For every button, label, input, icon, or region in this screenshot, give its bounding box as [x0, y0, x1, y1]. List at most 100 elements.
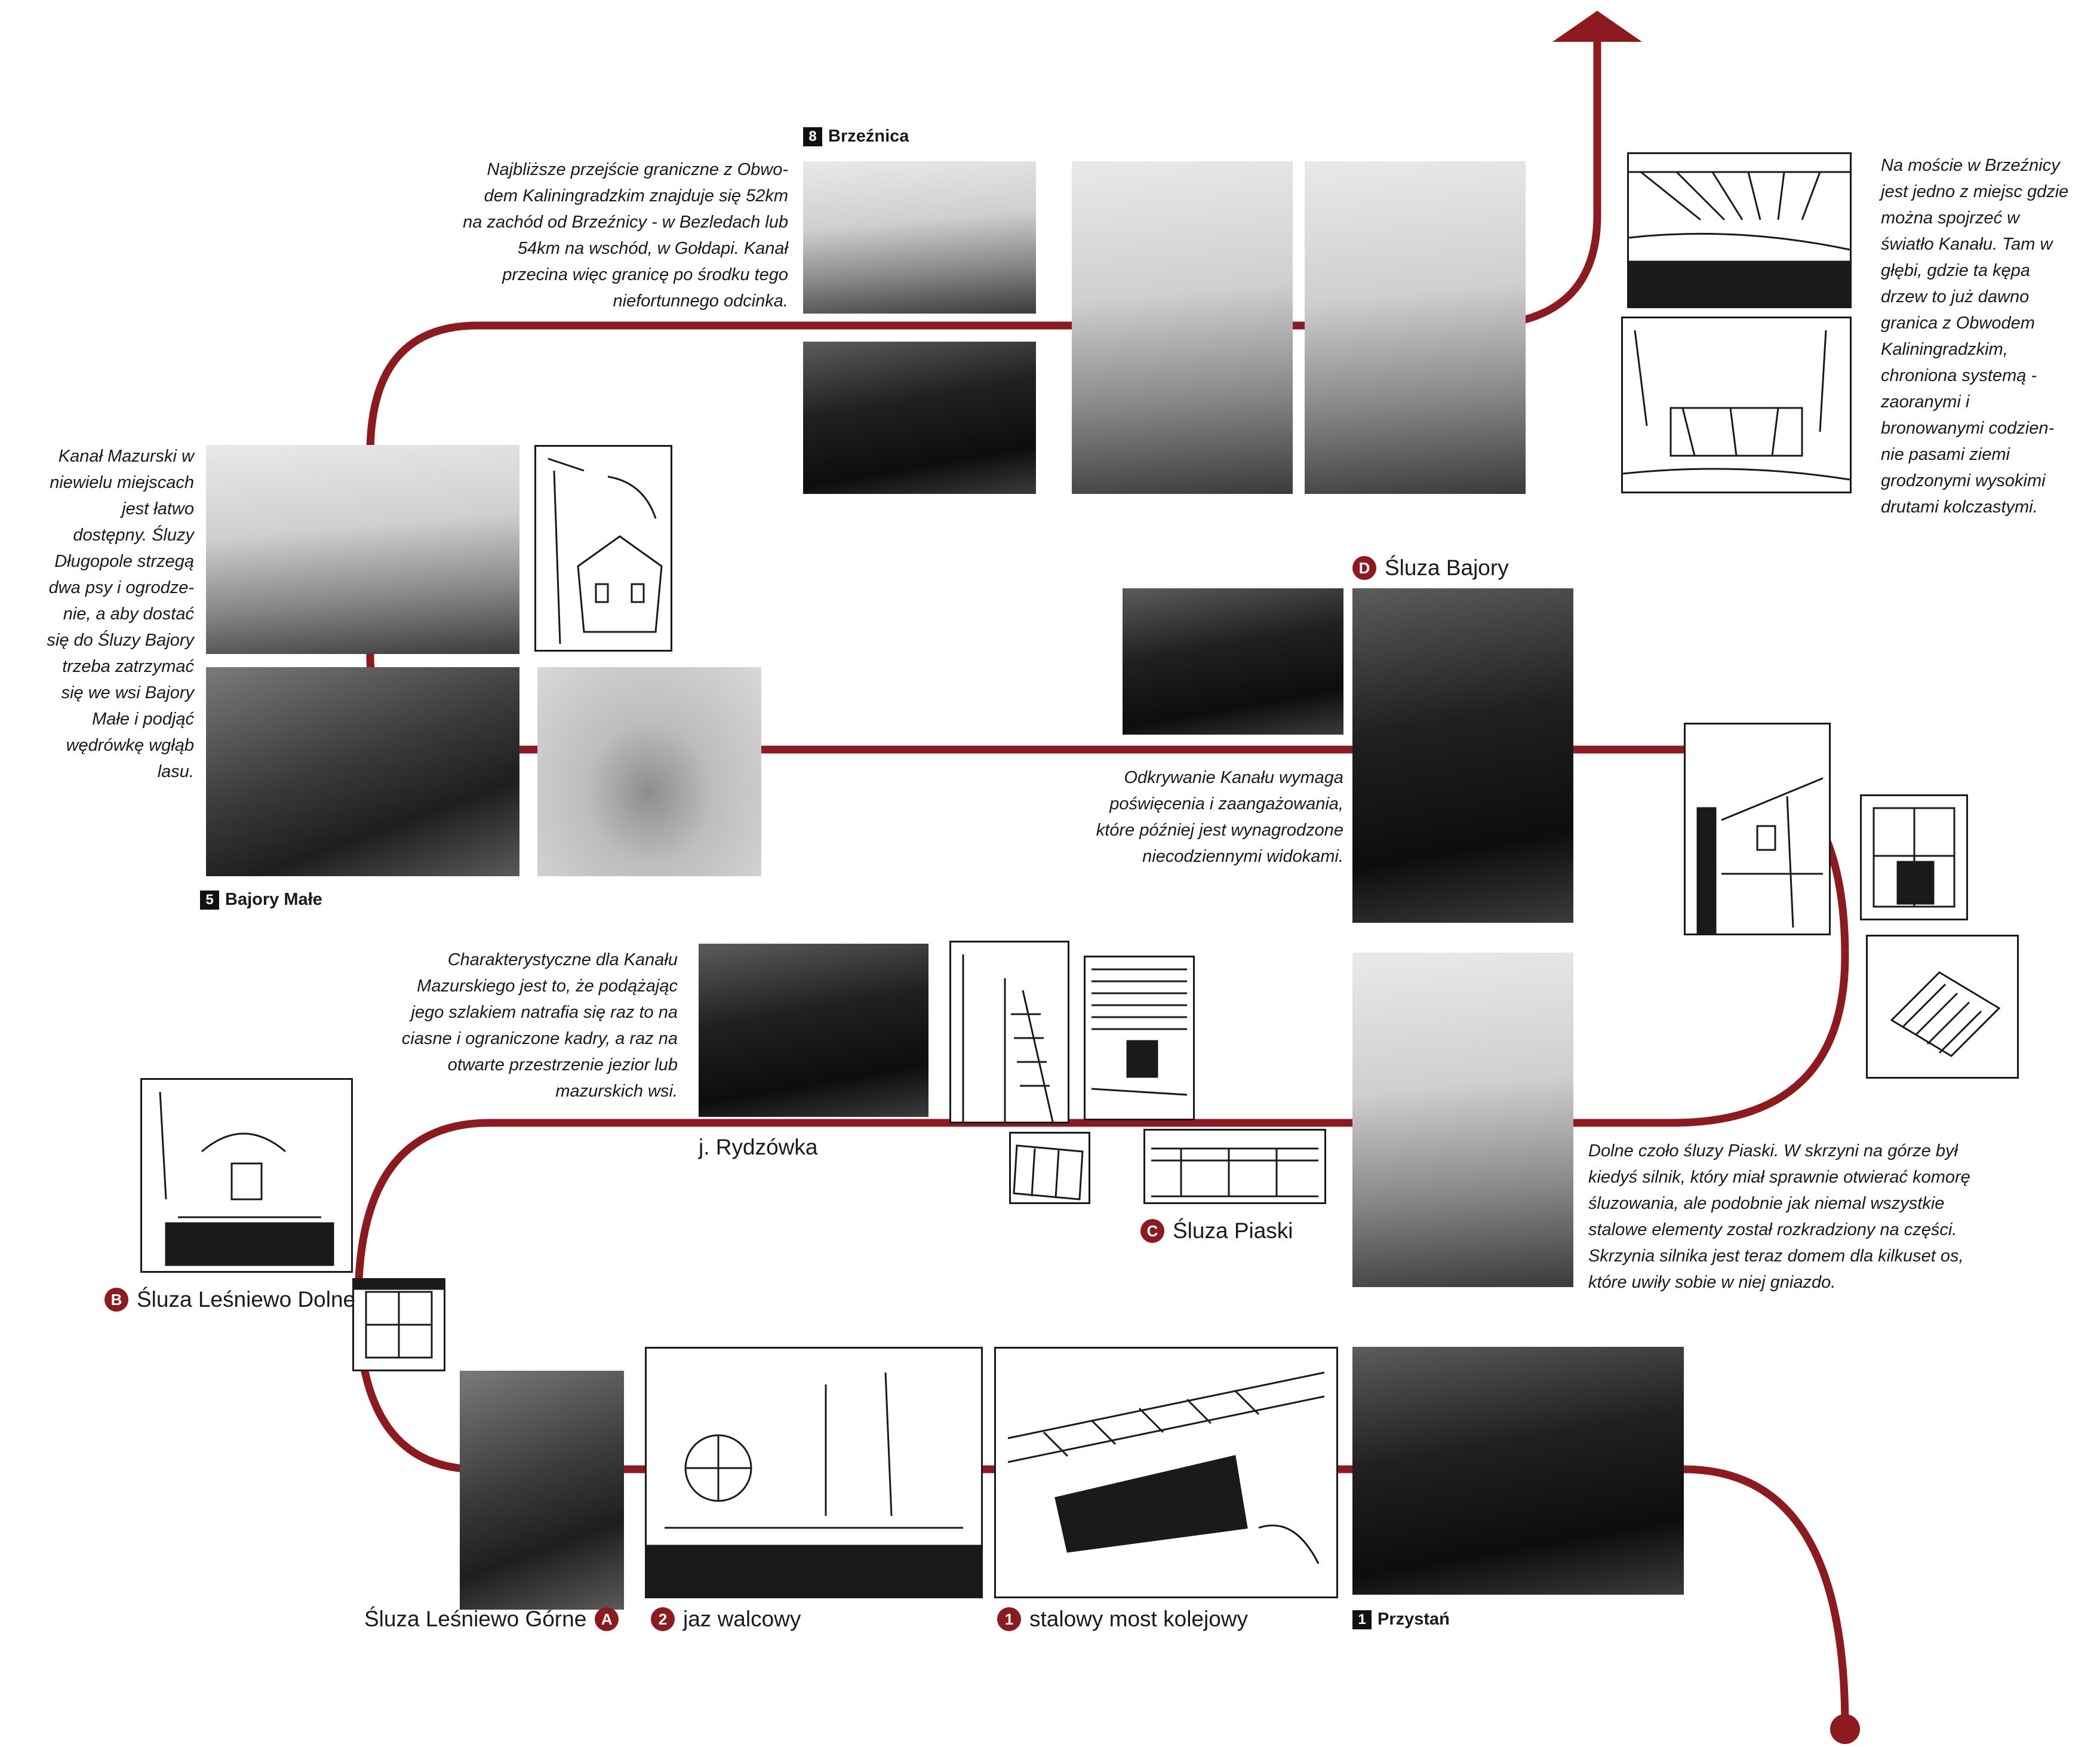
house-sketch — [534, 445, 672, 652]
caption-line: chroniona systemą - — [1881, 366, 2037, 385]
caption-line: niecodziennymi widokami. — [1142, 847, 1343, 866]
lesniewo-gorne-text: Śluza Leśniewo Górne — [364, 1607, 587, 1631]
caption-line: śluzowania, ale podobnie jak niemal wszy… — [1588, 1194, 1945, 1213]
caption-line: zaoranymi i — [1881, 392, 1970, 412]
przystan-boathouse-photo — [1352, 1347, 1684, 1595]
caption-line: przecina więc granicę po środku tego — [502, 265, 788, 284]
label-brzeznica: 8 Brzeźnica — [803, 127, 909, 146]
caption-line: które uwiły sobie w niej gniazdo. — [1588, 1273, 1836, 1292]
route-end-dot — [1830, 1714, 1860, 1744]
caption-line: które później jest wynagrodzone — [1096, 821, 1343, 840]
caption-line: jego szlakiem natrafia się raz to na — [411, 1003, 678, 1022]
caption-line: Długopole strzegą — [54, 552, 194, 571]
caption-line: jest jedno z miejsc gdzie — [1881, 182, 2069, 201]
caption-line: trzeba zatrzymać — [62, 657, 194, 676]
caption-piaski-czolo: Dolne czoło śluzy Piaski. W skrzyni na g… — [1588, 1138, 2042, 1295]
route-arrow-head — [1552, 11, 1642, 42]
canal-fence-photo — [206, 445, 519, 654]
caption-border-crossing: Najbliższe przejście graniczne z Obwo- d… — [418, 156, 788, 314]
label-rydzowka: j. Rydzówka — [699, 1135, 817, 1160]
caption-line: granica z Obwodem — [1881, 314, 2035, 333]
caption-line: wędrówkę wgłąb — [66, 736, 194, 755]
caption-odkrywanie: Odkrywanie Kanału wymaga poświęcenia i z… — [1027, 764, 1343, 870]
label-przystan: 1 Przystań — [1352, 1610, 1450, 1629]
caption-kanal-mazurski: Kanał Mazurski w niewielu miejscach jest… — [12, 443, 194, 785]
bridge-border-sketch — [1621, 317, 1852, 493]
caption-line: Odkrywanie Kanału wymaga — [1124, 768, 1343, 787]
piaski-wall-sketch — [1684, 723, 1831, 935]
caption-line: można spojrzeć w — [1881, 208, 2020, 228]
sluza-bajory-photo — [1352, 588, 1573, 923]
bajory-male-text: Bajory Małe — [225, 890, 322, 909]
caption-most-brzeznica: Na moście w Brzeźnicy jest jedno z miejs… — [1881, 152, 2096, 520]
caption-line: Kaliningradzkim, — [1881, 340, 2008, 359]
brzeznica-forest-photo — [803, 342, 1036, 494]
caption-line: niefortunnego odcinka. — [613, 291, 788, 311]
lesniewo-gorne-badge: A — [595, 1607, 619, 1631]
caption-line: Na moście w Brzeźnicy — [1881, 156, 2060, 175]
caption-line: Mazurskiego jest to, że podążając — [417, 977, 678, 996]
caption-line: Małe i podjąć — [92, 710, 194, 729]
label-jaz-walcowy: 2 jaz walcowy — [651, 1607, 801, 1632]
brzeznica-building-photo — [803, 161, 1036, 314]
caption-line: Charakterystyczne dla Kanału — [447, 950, 678, 969]
caption-line: 54km na wschód, w Gołdapi. Kanał — [518, 239, 788, 258]
most-badge: 1 — [997, 1607, 1021, 1631]
przystan-text: Przystań — [1378, 1610, 1450, 1629]
label-lesniewo-gorne: Śluza Leśniewo Górne A — [364, 1607, 619, 1632]
label-lesniewo-dolne: B Śluza Leśniewo Dolne — [104, 1287, 355, 1312]
lesniewo-dolne-text: Śluza Leśniewo Dolne — [137, 1287, 356, 1312]
caption-line: bronowanymi codzien- — [1881, 419, 2055, 438]
bridge-view-photo — [1305, 161, 1526, 494]
caption-line: się do Śluzy Bajory — [47, 631, 194, 650]
caption-line: Najbliższe przejście graniczne z Obwo- — [487, 160, 788, 179]
bajory-text: Śluza Bajory — [1385, 555, 1509, 580]
rydzowka-text: j. Rydzówka — [699, 1135, 818, 1159]
label-sluza-bajory: D Śluza Bajory — [1352, 555, 1509, 581]
tower-sketch — [1084, 956, 1195, 1120]
caption-line: dem Kaliningradzkim znajduje się 52km — [484, 186, 788, 205]
caption-line: mazurskich wsi. — [555, 1082, 678, 1101]
caption-line: dostępny. Śluzy — [73, 526, 194, 545]
label-sluza-piaski: C Śluza Piaski — [1140, 1218, 1293, 1244]
hatch-sketch — [1866, 935, 2019, 1079]
window-small-sketch — [352, 1278, 445, 1371]
caption-line: jest łatwo — [122, 499, 194, 518]
caption-line: niewielu miejscach — [50, 473, 194, 492]
caption-line: kiedyś silnik, który miał sprawnie otwie… — [1588, 1168, 1970, 1187]
caption-line: dwa psy i ogrodze- — [48, 578, 194, 597]
lesniewo-gorne-photo — [460, 1371, 624, 1610]
stairs-sketch — [949, 941, 1069, 1123]
railing-sketch — [1143, 1129, 1326, 1204]
label-bajory-male: 5 Bajory Małe — [200, 890, 322, 910]
window-sketch — [1860, 794, 1968, 920]
label-stalowy-most: 1 stalowy most kolejowy — [997, 1607, 1248, 1632]
lesniewo-dolne-badge: B — [104, 1288, 128, 1312]
grate-sketch — [1009, 1132, 1090, 1204]
piaski-text: Śluza Piaski — [1173, 1218, 1293, 1243]
railway-bridge-sketch — [994, 1347, 1338, 1598]
sluza-piaski-photo — [1352, 953, 1573, 1287]
stork-nest-photo — [537, 667, 761, 876]
caption-line: Kanał Mazurski w — [58, 447, 194, 466]
jaz-text: jaz walcowy — [683, 1607, 801, 1631]
bridge-truss-photo — [1072, 161, 1293, 494]
caption-line: stalowe elementy został rozkradziony na … — [1588, 1220, 1957, 1239]
caption-line: Dolne czoło śluzy Piaski. W skrzyni na g… — [1588, 1141, 1958, 1160]
brzeznica-badge: 8 — [803, 127, 822, 146]
caption-line: drutami kolczastymi. — [1881, 498, 2038, 517]
bajory-canal-photo — [1123, 588, 1343, 735]
jaz-sketch — [645, 1347, 983, 1598]
caption-line: ciasne i ograniczone kadry, a raz na — [401, 1029, 678, 1048]
caption-line: nie, a aby dostać — [63, 604, 194, 624]
caption-line: poświęcenia i zaangażowania, — [1109, 794, 1343, 813]
caption-line: lasu. — [157, 762, 194, 781]
piaski-badge: C — [1140, 1219, 1164, 1243]
caption-line: nie pasami ziemi — [1881, 445, 2010, 464]
cows-road-photo — [206, 667, 519, 876]
caption-line: na zachód od Brzeźnicy - w Bezledach lub — [463, 213, 788, 232]
caption-line: się we wsi Bajory — [61, 683, 194, 702]
caption-line: drzew to już dawno — [1881, 287, 2030, 306]
brzeznica-text: Brzeźnica — [828, 127, 909, 146]
lesniewo-dolne-sketch — [140, 1078, 353, 1273]
